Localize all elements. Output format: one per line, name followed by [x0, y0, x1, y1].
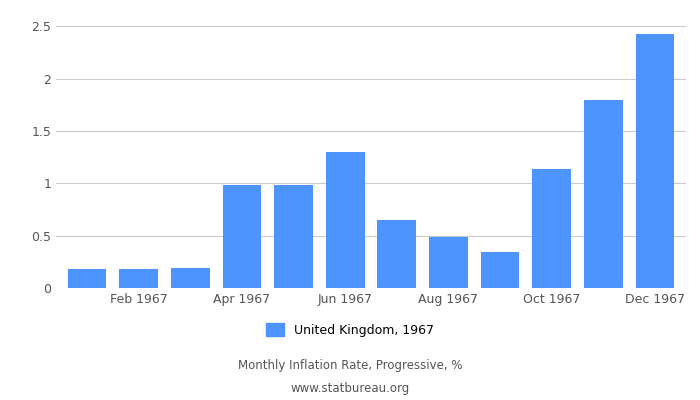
Bar: [274, 186, 313, 288]
Bar: [584, 100, 623, 288]
Text: www.statbureau.org: www.statbureau.org: [290, 382, 410, 395]
Bar: [326, 152, 365, 288]
Bar: [171, 268, 209, 288]
Bar: [429, 237, 468, 288]
Bar: [119, 269, 158, 288]
Text: Monthly Inflation Rate, Progressive, %: Monthly Inflation Rate, Progressive, %: [238, 360, 462, 372]
Bar: [636, 34, 674, 288]
Bar: [223, 186, 261, 288]
Bar: [377, 220, 416, 288]
Bar: [481, 252, 519, 288]
Bar: [68, 269, 106, 288]
Legend: United Kingdom, 1967: United Kingdom, 1967: [260, 318, 440, 342]
Bar: [533, 169, 571, 288]
